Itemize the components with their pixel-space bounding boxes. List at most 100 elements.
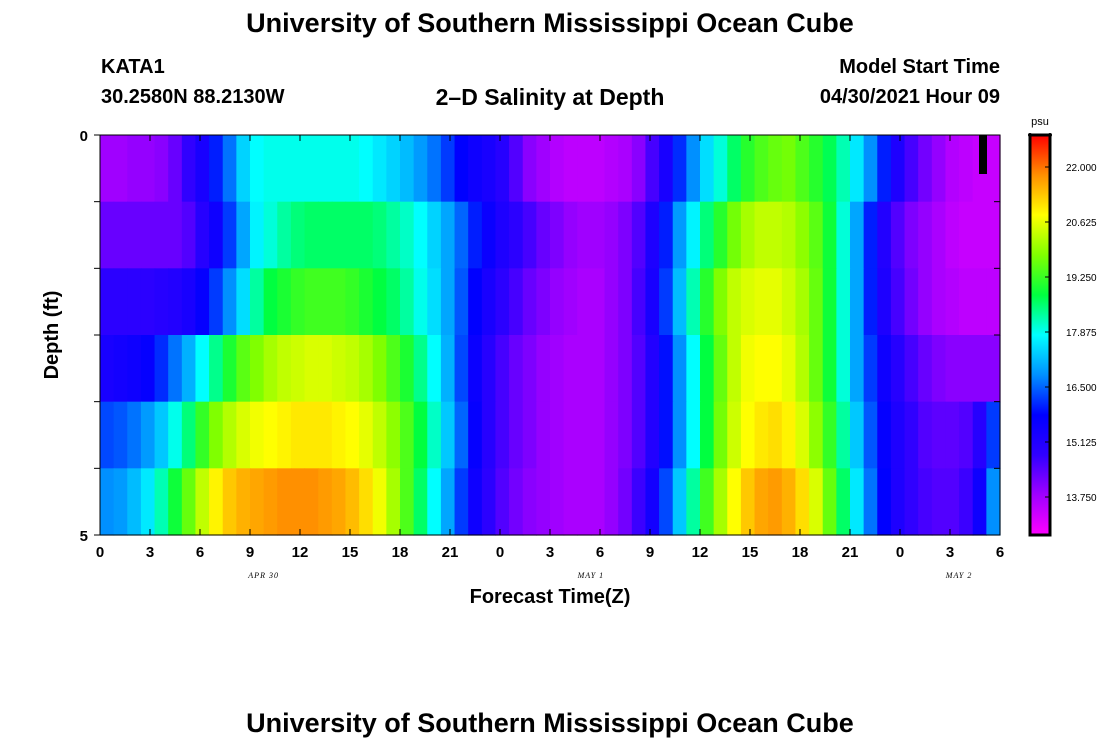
heatmap-cell [209,135,224,203]
heatmap-cell [481,335,497,403]
heatmap-marker [979,135,987,174]
heatmap-cell [140,201,156,269]
heatmap-cell [304,335,319,403]
date-label: MAY 2 [945,571,973,580]
heatmap-cell [331,468,347,536]
heatmap-cell [263,268,278,336]
heatmap-cell [700,468,715,536]
heatmap-cell [331,335,347,403]
heatmap-cell [454,401,469,469]
heatmap-cell [263,401,278,469]
heatmap-cell [345,468,360,536]
heatmap-cell [413,135,428,203]
station-id: KATA1 [101,56,165,78]
heatmap-cell [454,468,469,536]
heatmap-cell [427,268,442,336]
heatmap-cell [850,268,865,336]
heatmap-cells [100,135,1001,536]
heatmap-cell [863,335,878,403]
heatmap-cell [836,201,851,269]
heatmap-cell [918,201,933,269]
heatmap-cell [918,135,933,203]
heatmap-cell [345,201,360,269]
heatmap-cell [986,135,1001,203]
heatmap-cell [495,135,510,203]
heatmap-cell [904,268,919,336]
heatmap-cell [140,335,156,403]
heatmap-cell [659,201,674,269]
heatmap-cell [400,201,415,269]
heatmap-cell [495,468,510,536]
heatmap-cell [372,401,387,469]
heatmap-cell [781,468,797,536]
heatmap-cell [713,335,728,403]
heatmap-cell [727,468,742,536]
heatmap-cell [318,268,333,336]
heatmap-cell [754,468,769,536]
heatmap-cell [822,135,837,203]
x-tick-label: 3 [546,544,554,561]
heatmap-cell [577,201,592,269]
heatmap-cell [686,401,701,469]
heatmap-cell [822,401,837,469]
heatmap-cell [345,401,360,469]
heatmap-cell [795,401,810,469]
heatmap-cell [100,135,115,203]
heatmap-cell [277,135,292,203]
heatmap-cell [931,268,947,336]
x-tick-label: 0 [496,544,504,561]
heatmap-cell [372,335,387,403]
heatmap-cell [222,268,237,336]
heatmap-cell [686,268,701,336]
heatmap-cell [454,201,469,269]
heatmap-cell [618,335,633,403]
heatmap-cell [577,135,592,203]
model-start-label: Model Start Time [839,56,1000,78]
heatmap-cell [427,401,442,469]
x-tick-label: 6 [996,544,1004,561]
heatmap-cell [522,135,537,203]
heatmap-cell [481,135,497,203]
heatmap-cell [250,468,265,536]
heatmap-cell [631,401,647,469]
colorbar-tick-label: 13.750 [1066,493,1097,504]
heatmap-cell [618,201,633,269]
x-tick-label: 6 [596,544,604,561]
heatmap-cell [904,335,919,403]
heatmap-cell [645,401,660,469]
heatmap-cell [236,401,251,469]
heatmap-cell [400,401,415,469]
heatmap-cell [795,335,810,403]
heatmap-cell [700,401,715,469]
heatmap-cell [986,335,1001,403]
heatmap-cell [250,401,265,469]
heatmap-cell [277,201,292,269]
heatmap-cell [836,268,851,336]
heatmap-cell [781,335,797,403]
heatmap-cell [550,401,565,469]
heatmap-cell [168,335,183,403]
heatmap-cell [304,201,319,269]
heatmap-cell [413,268,428,336]
heatmap-cell [618,468,633,536]
heatmap-cell [386,201,401,269]
heatmap-cell [590,135,606,203]
heatmap-cell [304,135,319,203]
heatmap-cell [440,201,456,269]
heatmap-cell [781,201,797,269]
heatmap-cell [127,335,142,403]
heatmap-cell [727,201,742,269]
heatmap-cell [318,335,333,403]
heatmap-cell [563,201,578,269]
heatmap-cell [727,135,742,203]
heatmap-cell [740,268,756,336]
heatmap-cell [386,135,401,203]
heatmap-cell [495,335,510,403]
heatmap-cell [877,468,892,536]
colorbar-tick-label: 15.125 [1066,438,1097,449]
heatmap-cell [181,135,197,203]
heatmap-cell [590,201,606,269]
heatmap-cell [931,201,947,269]
heatmap-cell [468,135,483,203]
heatmap-cell [277,401,292,469]
